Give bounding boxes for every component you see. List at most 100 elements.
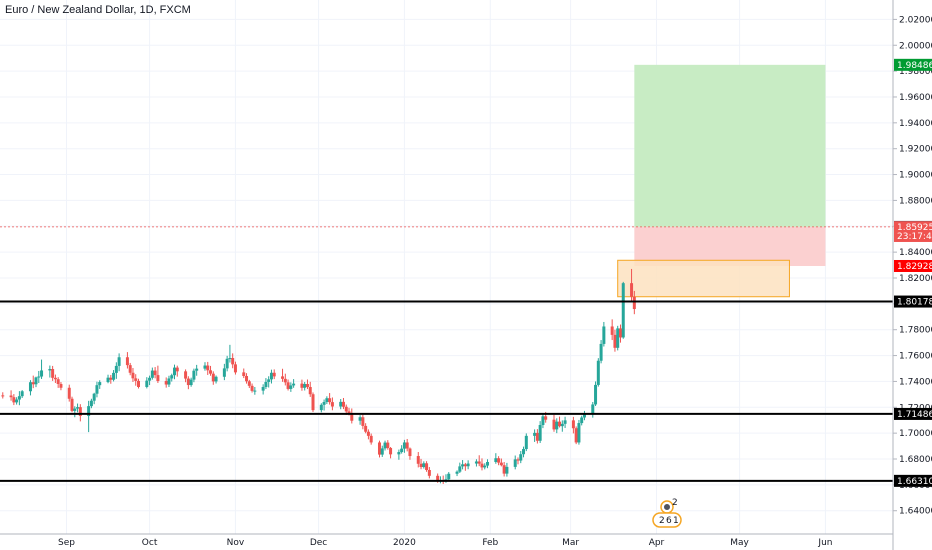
- candle-body: [253, 390, 257, 392]
- candle-body: [524, 435, 528, 450]
- time-tick-label: Feb: [482, 538, 498, 548]
- candle-body: [15, 399, 19, 403]
- candle-body: [444, 479, 448, 481]
- level-price-tag-label: 1.80178: [897, 298, 932, 308]
- candle-body: [233, 364, 237, 373]
- candle-body: [519, 454, 523, 461]
- candle-body: [95, 385, 99, 394]
- candle-body: [369, 435, 373, 443]
- event-badge-number: 2: [659, 516, 665, 526]
- price-tick-label: 1.64000: [899, 507, 932, 517]
- candle-body: [582, 413, 586, 418]
- candle-body: [300, 383, 304, 388]
- candle-body: [602, 326, 606, 344]
- candle-body: [621, 283, 625, 338]
- candle-body: [153, 370, 157, 376]
- candle-body: [211, 373, 215, 382]
- price-tick-label: 1.90000: [899, 171, 932, 181]
- time-axis[interactable]: Sep Oct Nov Dec 2020 Feb Mar Apr May Jun: [0, 533, 893, 548]
- candle-body: [73, 408, 77, 411]
- candle-body: [330, 402, 334, 407]
- level-price-tag[interactable]: [894, 295, 932, 308]
- candle-body: [206, 365, 210, 371]
- candle-body: [538, 425, 542, 441]
- candle-body: [156, 375, 160, 382]
- price-tick-label: 2.02000: [899, 15, 932, 25]
- candle-body: [137, 380, 140, 387]
- candle-body: [264, 381, 268, 387]
- stop-loss-zone[interactable]: [634, 226, 826, 266]
- candle-body: [53, 377, 57, 380]
- candle-body: [613, 334, 617, 348]
- candle-body: [436, 475, 440, 481]
- candle-body: [618, 328, 622, 338]
- candle-body: [422, 463, 426, 468]
- candle-body: [131, 372, 135, 379]
- candle-body: [128, 365, 132, 373]
- candle-body: [106, 377, 110, 383]
- candle-body: [544, 416, 548, 420]
- price-axis[interactable]: 2.02000 2.00000 1.98000 1.96000 1.94000 1.920…: [892, 0, 932, 550]
- candle-body: [245, 375, 249, 382]
- candle-body: [303, 384, 307, 388]
- candle-body: [480, 463, 484, 468]
- target-zone[interactable]: [634, 64, 826, 227]
- candle-body: [167, 378, 171, 385]
- countdown-price-tag-label: 23:17:49: [897, 232, 932, 242]
- candle-body: [494, 458, 498, 462]
- drawing-tools[interactable]: [617, 64, 826, 298]
- candle-body: [261, 386, 265, 391]
- candle-body: [267, 379, 271, 382]
- countdown-price-tag[interactable]: [894, 229, 932, 242]
- candle-body: [497, 458, 501, 463]
- candle-body: [92, 393, 96, 401]
- time-tick-label: Nov: [227, 538, 245, 548]
- time-tick-label: Jun: [817, 538, 832, 548]
- price-tick-label: 1.78000: [899, 326, 932, 336]
- candle-body: [228, 358, 232, 360]
- time-tick-label: Apr: [649, 538, 665, 548]
- time-tick-label: Dec: [310, 538, 327, 548]
- candle-body: [350, 413, 354, 421]
- event-pill-icon: [652, 512, 682, 528]
- candle-body: [458, 466, 462, 472]
- candle-body: [242, 372, 246, 376]
- candle-body: [170, 375, 174, 379]
- level-price-tag[interactable]: [894, 407, 932, 420]
- candle-body: [269, 372, 273, 380]
- candle-body: [555, 421, 559, 430]
- candle-body: [366, 431, 370, 436]
- candle-body: [632, 296, 636, 310]
- stop-price-tag-label: 1.82928: [897, 262, 932, 272]
- candle-body: [184, 371, 188, 379]
- target-price-tag-label: 1.98486: [897, 61, 932, 71]
- candle-body: [408, 448, 412, 457]
- target-price-tag[interactable]: [894, 58, 932, 71]
- event-badges[interactable]: 22 6 1: [652, 498, 682, 528]
- horizontal-levels[interactable]: [0, 226, 893, 482]
- candle-body: [571, 420, 575, 429]
- stop-price-tag[interactable]: [894, 259, 932, 272]
- candle-body: [1, 395, 5, 397]
- symbol-title: Euro / New Zealand Dollar, 1D, FXCM: [5, 4, 191, 16]
- candle-body: [427, 469, 431, 476]
- level-price-tag-label: 1.66310: [897, 477, 932, 487]
- level-price-tag[interactable]: [894, 474, 932, 487]
- event-dot-icon: [664, 504, 670, 510]
- price-tick-label: 1.98000: [899, 67, 932, 77]
- candle-body: [455, 471, 459, 474]
- event-badge-number: 6: [666, 516, 672, 526]
- candle-body: [109, 377, 113, 380]
- candle-body: [12, 397, 16, 403]
- candle-body: [189, 379, 193, 386]
- event-badge-top[interactable]: 2: [660, 498, 678, 514]
- candle-body: [364, 425, 368, 432]
- candle-body: [347, 411, 351, 414]
- candle-body: [599, 343, 603, 361]
- candle-body: [292, 383, 296, 386]
- candle-body: [319, 404, 323, 411]
- demand-zone[interactable]: [617, 259, 790, 298]
- candle-body: [48, 369, 52, 371]
